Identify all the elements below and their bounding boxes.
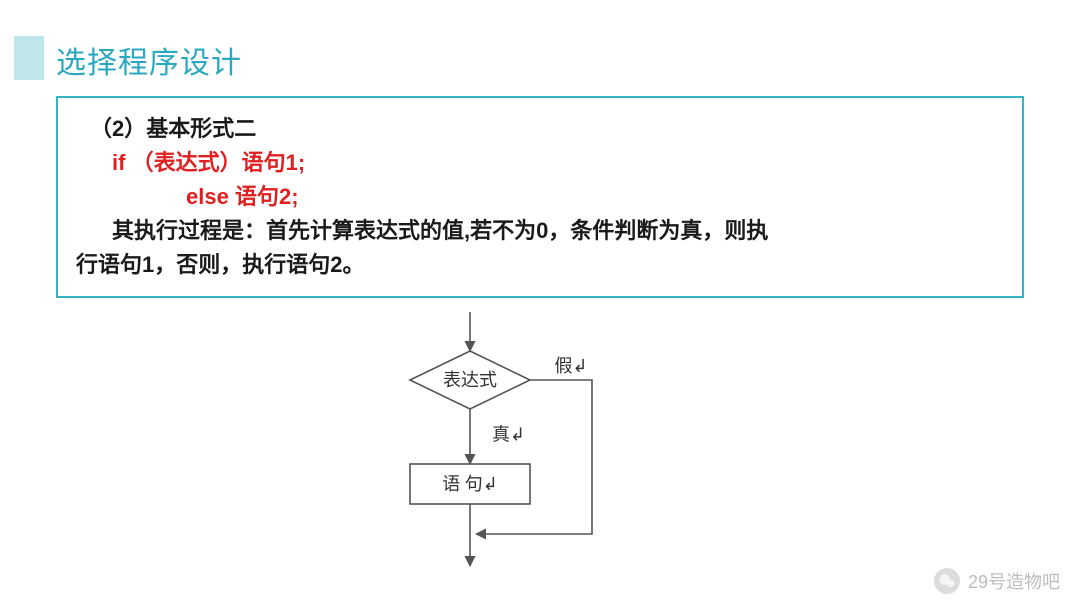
svg-text:表达式: 表达式: [443, 370, 497, 390]
wechat-icon: [934, 568, 960, 594]
subheading: （2）基本形式二: [90, 112, 1004, 146]
code-line-2: else 语句2;: [186, 180, 1004, 214]
svg-text:真↲: 真↲: [492, 425, 525, 445]
page-title: 选择程序设计: [56, 38, 242, 82]
description-line-1: 其执行过程是：首先计算表达式的值,若不为0，条件判断为真，则执: [112, 214, 1004, 248]
svg-text:语 句↲: 语 句↲: [442, 474, 498, 494]
code-line-1: if （表达式）语句1;: [112, 146, 1004, 180]
keyword-else: else: [186, 184, 229, 209]
code2-rest: 语句2;: [235, 184, 299, 209]
svg-text:假↲: 假↲: [554, 356, 587, 376]
title-accent-bar: [14, 36, 44, 80]
code1-rest: （表达式）语句1;: [132, 150, 306, 175]
keyword-if: if: [112, 150, 125, 175]
flowchart: 表达式语 句↲ 真↲ 假↲: [360, 308, 720, 578]
content-box: （2）基本形式二 if （表达式）语句1; else 语句2; 其执行过程是：首…: [56, 96, 1024, 298]
watermark-text: 29号造物吧: [968, 568, 1060, 594]
watermark: 29号造物吧: [934, 568, 1060, 594]
description-line-2: 行语句1，否则，执行语句2。: [76, 248, 1004, 282]
